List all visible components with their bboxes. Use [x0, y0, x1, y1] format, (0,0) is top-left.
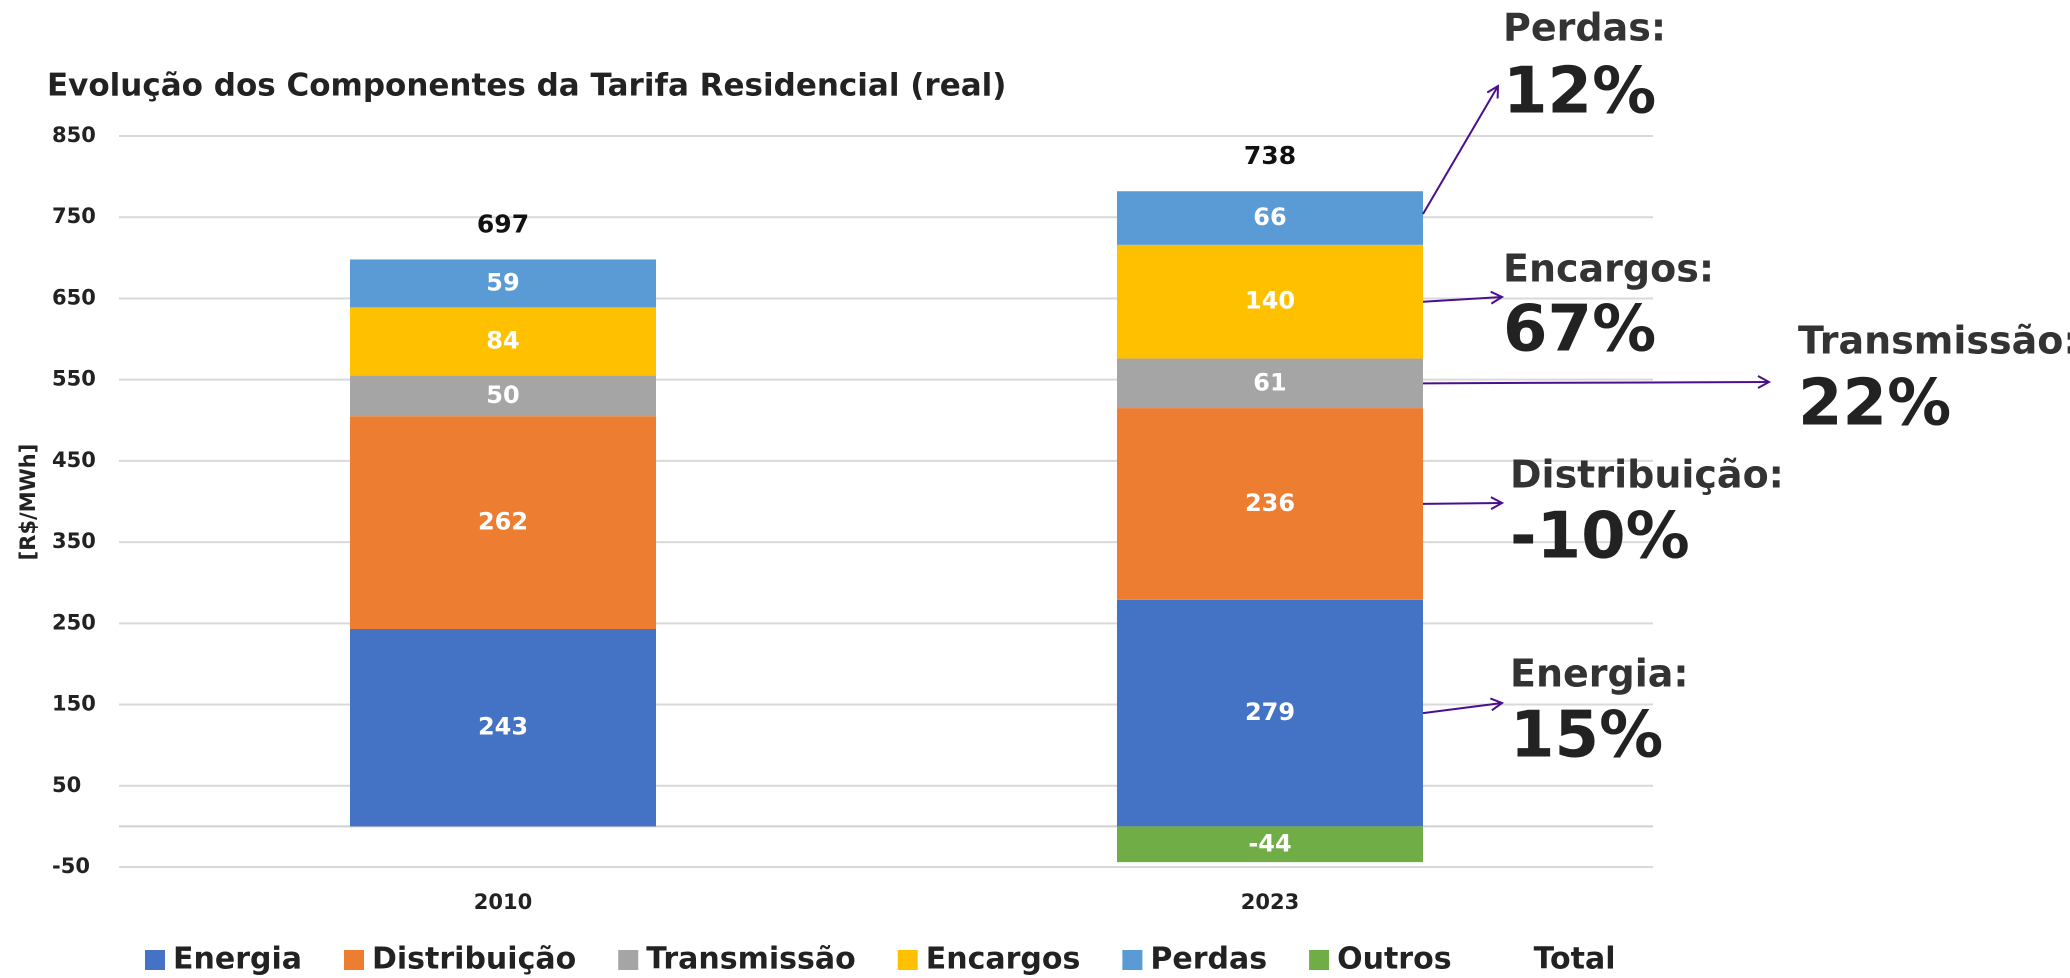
total-label: 697: [477, 209, 529, 238]
y-tick-label: 850: [52, 123, 96, 147]
annotation-label: Transmissão:: [1798, 319, 2070, 363]
data-label: -44: [1248, 829, 1291, 857]
bar-segment: [1117, 826, 1423, 863]
bar-segment: [1117, 358, 1423, 409]
data-label: 262: [478, 508, 528, 536]
y-axis-label: [R$/MWh]: [16, 444, 40, 561]
data-label: 61: [1253, 368, 1286, 396]
y-tick-label: 550: [52, 367, 96, 391]
annotation-label: Energia:: [1510, 652, 1689, 696]
annotation-label: Encargos:: [1503, 247, 1714, 291]
bar-segment: [1117, 408, 1423, 600]
data-label: 59: [486, 268, 519, 296]
legend-label: Energia: [173, 942, 302, 977]
annotation-arrow: [1422, 703, 1502, 715]
annotation-arrow: [1422, 503, 1502, 504]
data-label: 236: [1245, 489, 1295, 517]
y-tick-label: 150: [52, 692, 96, 716]
y-tick-label: 750: [52, 204, 96, 228]
annotation-value: 12%: [1503, 55, 1656, 129]
bar-segment: [1117, 244, 1423, 359]
y-tick-label: 350: [52, 529, 96, 553]
legend-swatch: [344, 950, 364, 970]
legend-label: Distribuição: [372, 942, 576, 977]
annotation-value: 22%: [1798, 367, 1951, 441]
legend-swatch: [1122, 950, 1143, 970]
y-tick-label: -50: [52, 854, 90, 878]
legend-swatch: [897, 950, 918, 970]
y-tick-label: 250: [52, 610, 96, 634]
y-tick-label: 50: [52, 773, 81, 797]
data-label: 84: [486, 326, 519, 354]
bar-segment: [350, 375, 656, 417]
legend-label: Outros: [1337, 942, 1451, 977]
bar-segment: [350, 307, 656, 376]
chart-title: Evolução dos Componentes da Tarifa Resid…: [47, 68, 1006, 104]
bar-segment: [350, 416, 656, 630]
bar-segment: [350, 259, 656, 308]
legend-swatch: [145, 950, 165, 970]
legend-swatch: [1309, 950, 1330, 970]
legend-swatch: [618, 950, 639, 970]
annotation-value: -10%: [1510, 500, 1690, 574]
annotation-label: Distribuição:: [1510, 453, 1784, 497]
data-label: 66: [1253, 203, 1286, 231]
data-label: 140: [1245, 287, 1295, 315]
legend-label: Total: [1534, 942, 1616, 977]
data-label: 279: [1245, 698, 1295, 726]
annotation-arrow: [1422, 86, 1498, 215]
legend-label: Transmissão: [646, 942, 856, 977]
y-tick-label: 450: [52, 448, 96, 472]
total-label: 738: [1244, 141, 1296, 170]
bar-segment: [1117, 599, 1423, 827]
legend-label: Encargos: [926, 942, 1081, 977]
x-tick-label: 2010: [474, 890, 532, 914]
annotation-arrow: [1422, 297, 1502, 302]
data-label: 50: [486, 381, 519, 409]
annotation-value: 67%: [1503, 293, 1656, 367]
y-tick-label: 650: [52, 285, 96, 309]
bar-segment: [350, 629, 656, 827]
annotation-arrow: [1422, 382, 1769, 383]
legend-label: Perdas: [1150, 942, 1267, 977]
x-tick-label: 2023: [1241, 890, 1299, 914]
annotation-value: 15%: [1510, 699, 1663, 773]
annotation-label: Perdas:: [1503, 6, 1666, 50]
data-label: 243: [478, 713, 528, 741]
bar-segment: [1117, 191, 1423, 245]
